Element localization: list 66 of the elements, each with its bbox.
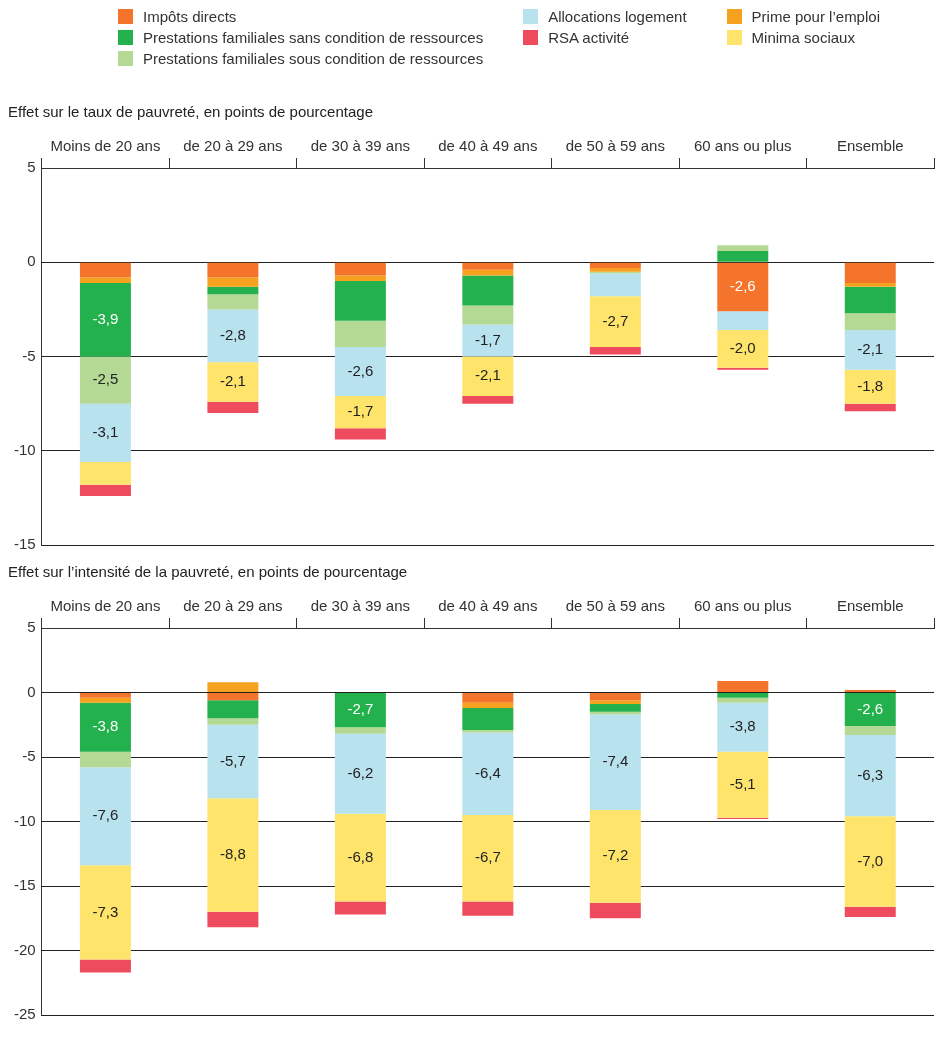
x-tick-label: Moins de 20 ans [50, 597, 161, 615]
data-label: -2,1 [474, 366, 501, 384]
data-label: -2,5 [92, 370, 119, 388]
x-tick-label: 60 ans ou plus [694, 597, 792, 615]
data-label: -3,1 [92, 422, 119, 440]
data-label: -5,1 [729, 774, 756, 792]
legend-label: Prestations familiales sans condition de ressources [143, 29, 484, 46]
legend-label: Minima sociaux [751, 29, 855, 46]
data-label: -2,1 [219, 372, 246, 390]
x-tick-label: de 50 à 59 ans [565, 597, 665, 615]
data-label: -7,0 [857, 851, 884, 869]
data-label: -7,2 [602, 846, 629, 864]
data-label: -2,7 [347, 700, 374, 718]
legend-label: RSA activité [548, 29, 630, 46]
x-tick-label: de 40 à 49 ans [438, 137, 538, 155]
data-label: -7,3 [92, 902, 119, 920]
y-tick-label: -20 [13, 940, 36, 958]
x-tick-label: de 20 à 29 ans [183, 597, 283, 615]
data-label: -8,8 [219, 845, 246, 863]
data-label: -2,0 [729, 339, 756, 357]
data-label: -2,6 [729, 277, 756, 295]
data-label: -3,8 [729, 717, 756, 735]
chart-title: Effet sur le taux de pauvreté, en points de pourcentage [8, 103, 373, 121]
data-label: -1,7 [347, 402, 374, 420]
x-tick-label: de 30 à 39 ans [310, 137, 410, 155]
y-tick-label: -10 [13, 811, 36, 829]
data-label: -2,1 [857, 340, 884, 358]
data-label: -7,6 [92, 806, 119, 824]
data-label: -6,2 [347, 763, 374, 781]
data-label: -3,9 [92, 309, 119, 327]
data-label: -6,3 [857, 765, 884, 783]
x-tick-label: de 40 à 49 ans [438, 597, 538, 615]
data-label: -6,7 [474, 848, 501, 866]
legend-label: Impôts directs [143, 8, 237, 25]
y-tick-label: -15 [13, 535, 36, 553]
y-tick-label: 5 [27, 618, 36, 636]
data-label: -5,7 [219, 751, 246, 769]
data-label: -2,8 [219, 325, 246, 343]
data-label: -3,8 [92, 717, 119, 735]
x-tick-label: Ensemble [836, 597, 904, 615]
data-label: -2,7 [602, 311, 629, 329]
y-tick-label: -25 [13, 1005, 36, 1023]
data-label: -6,4 [474, 763, 501, 781]
data-label: -1,8 [857, 376, 884, 394]
y-tick-label: -5 [22, 346, 36, 364]
data-label: -2,6 [347, 361, 374, 379]
legend-label: Allocations logement [548, 8, 687, 25]
legend-label: Prime pour l’emploi [751, 8, 880, 25]
x-tick-label: de 50 à 59 ans [565, 137, 665, 155]
x-tick-label: de 20 à 29 ans [183, 137, 283, 155]
chart-title: Effet sur l’intensité de la pauvreté, en points de pourcentage [8, 563, 408, 581]
legend-label: Prestations familiales sous condition de ressources [143, 50, 484, 67]
data-label: -7,4 [602, 752, 629, 770]
x-tick-label: Ensemble [836, 137, 904, 155]
data-label: -6,8 [347, 847, 374, 865]
y-tick-label: 0 [27, 252, 36, 270]
x-tick-label: de 30 à 39 ans [310, 597, 410, 615]
data-label: -2,6 [857, 699, 884, 717]
y-tick-label: -10 [13, 440, 36, 458]
y-tick-label: -15 [13, 876, 36, 894]
y-tick-label: 5 [27, 158, 36, 176]
x-tick-label: 60 ans ou plus [694, 137, 792, 155]
y-tick-label: -5 [22, 747, 36, 765]
data-label: -1,7 [474, 330, 501, 348]
x-tick-label: Moins de 20 ans [50, 137, 161, 155]
y-tick-label: 0 [27, 682, 36, 700]
